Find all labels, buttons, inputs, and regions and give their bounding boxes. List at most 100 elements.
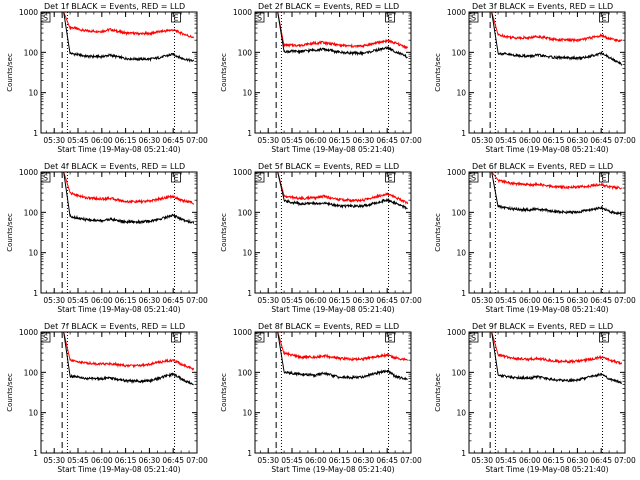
x-tick-label: 06:30 bbox=[139, 296, 161, 305]
x-tick-label: 06:45 bbox=[162, 296, 184, 305]
panel-title: Det 5f BLACK = Events, RED = LLD bbox=[258, 162, 399, 171]
x-axis-label: Start Time (19-May-08 05:21:40) bbox=[57, 305, 180, 314]
y-tick-label: 10 bbox=[456, 409, 466, 418]
x-tick-label: 06:15 bbox=[115, 136, 137, 145]
x-tick-label: 06:00 bbox=[519, 136, 541, 145]
panel-title: Det 2f BLACK = Events, RED = LLD bbox=[258, 2, 399, 11]
series-lld-line bbox=[63, 11, 195, 39]
y-tick-label: 10 bbox=[456, 89, 466, 98]
y-axis-label: Counts/sec bbox=[434, 53, 442, 92]
series-lld-line bbox=[63, 171, 195, 206]
plot-frame bbox=[468, 171, 626, 294]
x-axis-label: Start Time (19-May-08 05:21:40) bbox=[485, 305, 608, 314]
y-tick-label: 1000 bbox=[447, 168, 466, 177]
series-lld-line bbox=[63, 331, 195, 371]
x-tick-label: 07:00 bbox=[186, 296, 208, 305]
x-tick-label: 06:30 bbox=[567, 136, 589, 145]
plot-frame bbox=[254, 171, 412, 294]
y-tick-label: 10 bbox=[28, 249, 38, 258]
time-marker-box bbox=[599, 172, 609, 183]
x-tick-label: 06:45 bbox=[376, 456, 398, 465]
plot-frame bbox=[468, 11, 626, 134]
detector-panel: Det 4f BLACK = Events, RED = LLD 1 10 100 10… bbox=[6, 162, 208, 314]
time-marker-label: S bbox=[257, 334, 262, 343]
x-tick-label: 06:45 bbox=[376, 296, 398, 305]
x-tick-label: 06:30 bbox=[139, 456, 161, 465]
panel-title: Det 9f BLACK = Events, RED = LLD bbox=[472, 322, 613, 331]
plot-frame bbox=[40, 331, 198, 454]
time-marker-box bbox=[599, 12, 609, 23]
x-tick-label: 05:45 bbox=[67, 296, 89, 305]
y-tick-label: 1000 bbox=[233, 168, 252, 177]
x-tick-label: 07:00 bbox=[186, 456, 208, 465]
time-marker-box bbox=[385, 172, 395, 183]
time-marker-box bbox=[40, 332, 51, 343]
time-marker-box bbox=[171, 172, 181, 183]
plot-frame bbox=[468, 331, 626, 454]
x-tick-label: 06:00 bbox=[305, 136, 327, 145]
y-tick-label: 100 bbox=[452, 208, 467, 217]
time-marker-label: S bbox=[471, 174, 476, 183]
series-events-line bbox=[63, 171, 195, 225]
x-tick-label: 06:15 bbox=[329, 456, 351, 465]
y-tick-label: 1 bbox=[247, 129, 252, 138]
x-tick-label: 06:30 bbox=[567, 456, 589, 465]
x-tick-label: 05:30 bbox=[471, 456, 493, 465]
x-tick-label: 05:30 bbox=[257, 456, 279, 465]
x-tick-label: 06:15 bbox=[543, 296, 565, 305]
time-marker-label: E bbox=[601, 334, 606, 343]
y-axis-label: Counts/sec bbox=[220, 53, 228, 92]
y-tick-label: 1 bbox=[461, 289, 466, 298]
x-tick-label: 05:30 bbox=[43, 456, 65, 465]
x-tick-label: 06:45 bbox=[590, 456, 612, 465]
y-tick-label: 1000 bbox=[447, 8, 466, 17]
y-tick-label: 100 bbox=[238, 208, 253, 217]
x-tick-label: 06:15 bbox=[543, 136, 565, 145]
x-axis-label: Start Time (19-May-08 05:21:40) bbox=[57, 465, 180, 474]
series-events-line bbox=[491, 331, 623, 385]
x-tick-label: 05:30 bbox=[257, 296, 279, 305]
x-tick-label: 05:45 bbox=[67, 136, 89, 145]
x-tick-label: 07:00 bbox=[614, 136, 636, 145]
y-tick-label: 100 bbox=[24, 48, 39, 57]
detector-panel: Det 7f BLACK = Events, RED = LLD 1 10 100 10… bbox=[6, 322, 208, 474]
y-tick-label: 10 bbox=[242, 409, 252, 418]
time-marker-label: S bbox=[43, 14, 48, 23]
series-lld-line bbox=[277, 11, 409, 50]
x-tick-label: 07:00 bbox=[400, 136, 422, 145]
x-tick-label: 07:00 bbox=[614, 296, 636, 305]
time-marker-label: E bbox=[387, 14, 392, 23]
time-marker-box bbox=[385, 332, 395, 343]
time-marker-label: E bbox=[601, 174, 606, 183]
panel-title: Det 8f BLACK = Events, RED = LLD bbox=[258, 322, 399, 331]
y-tick-label: 1 bbox=[33, 289, 38, 298]
detector-panel: Det 3f BLACK = Events, RED = LLD 1 10 100 10… bbox=[434, 2, 636, 154]
x-tick-label: 05:45 bbox=[495, 456, 517, 465]
y-tick-label: 1 bbox=[247, 449, 252, 458]
y-tick-label: 100 bbox=[24, 208, 39, 217]
x-axis-label: Start Time (19-May-08 05:21:40) bbox=[485, 465, 608, 474]
x-tick-label: 06:30 bbox=[567, 296, 589, 305]
x-tick-label: 06:00 bbox=[519, 456, 541, 465]
y-tick-label: 1 bbox=[461, 449, 466, 458]
x-tick-label: 05:45 bbox=[281, 456, 303, 465]
time-marker-label: E bbox=[173, 334, 178, 343]
y-tick-label: 10 bbox=[28, 89, 38, 98]
x-tick-label: 06:00 bbox=[91, 136, 113, 145]
series-lld-line bbox=[277, 331, 408, 362]
y-tick-label: 10 bbox=[28, 409, 38, 418]
time-marker-label: S bbox=[257, 14, 262, 23]
series-events-line bbox=[63, 11, 195, 63]
series-events-line bbox=[491, 11, 623, 66]
y-axis-label: Counts/sec bbox=[434, 213, 442, 252]
y-tick-label: 1000 bbox=[233, 328, 252, 337]
time-marker-box bbox=[599, 332, 609, 343]
y-tick-label: 100 bbox=[238, 368, 253, 377]
time-marker-box bbox=[254, 12, 265, 23]
y-axis-label: Counts/sec bbox=[6, 53, 14, 92]
time-marker-box bbox=[468, 12, 479, 23]
x-tick-label: 05:30 bbox=[471, 296, 493, 305]
detector-panel: Det 9f BLACK = Events, RED = LLD 1 10 100 10… bbox=[434, 322, 636, 474]
x-axis-label: Start Time (19-May-08 05:21:40) bbox=[271, 305, 394, 314]
time-marker-label: S bbox=[471, 334, 476, 343]
